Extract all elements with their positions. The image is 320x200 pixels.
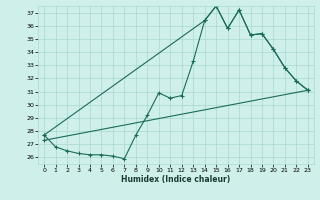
X-axis label: Humidex (Indice chaleur): Humidex (Indice chaleur) bbox=[121, 175, 231, 184]
